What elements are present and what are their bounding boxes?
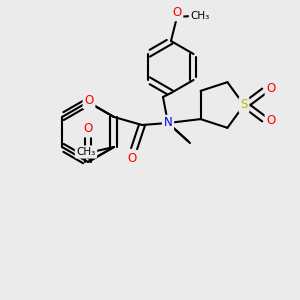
Text: CH₃: CH₃	[76, 147, 96, 157]
Text: O: O	[128, 152, 136, 164]
Text: O: O	[83, 122, 93, 136]
Text: O: O	[266, 82, 276, 95]
Text: CH₃: CH₃	[190, 11, 210, 21]
Text: O: O	[172, 7, 182, 20]
Text: N: N	[164, 116, 172, 130]
Text: O: O	[84, 94, 94, 107]
Text: S: S	[240, 98, 248, 112]
Text: O: O	[266, 115, 276, 128]
